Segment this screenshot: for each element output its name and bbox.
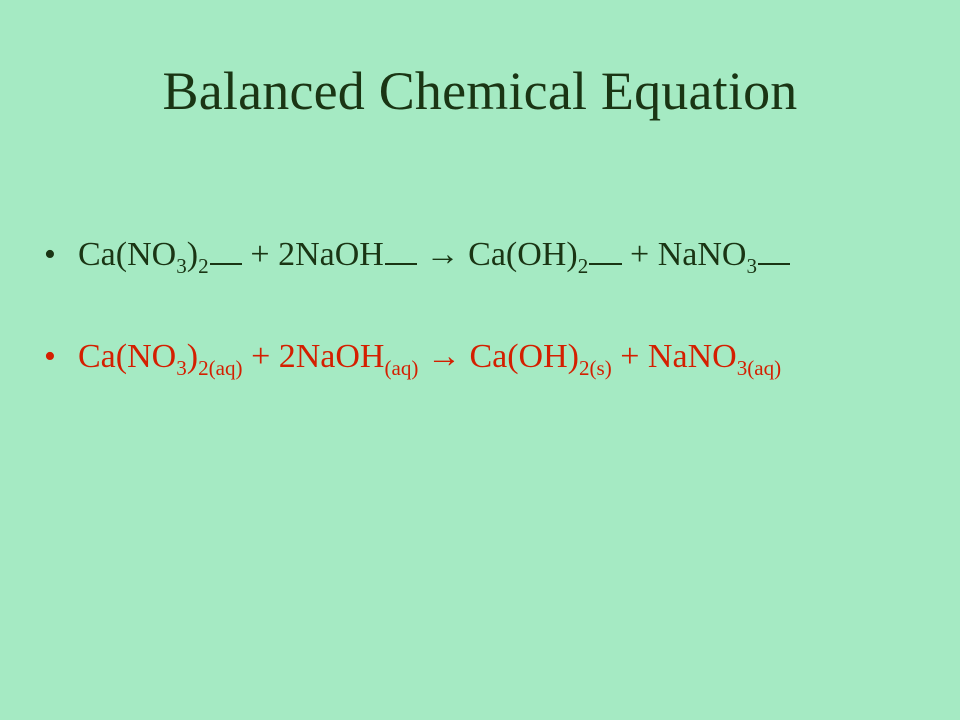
equation-1: Ca(NO3)2 + 2NaOH → Ca(OH)2 + NaNO3: [78, 236, 790, 273]
arrow-icon: →: [426, 236, 460, 273]
equation-2: Ca(NO3)2(aq) + 2NaOH(aq) → Ca(OH)2(s) + …: [78, 338, 781, 375]
eq1-seg: Ca(NO: [78, 236, 176, 273]
eq2-seg: [418, 338, 427, 375]
eq2-sub: (aq): [385, 356, 419, 380]
slide: Balanced Chemical Equation Ca(NO3)2 + 2N…: [0, 0, 960, 720]
eq1-seg: [417, 236, 426, 273]
eq1-seg: + NaNO: [622, 236, 747, 273]
eq1-seg: Ca(OH): [460, 236, 578, 273]
equation-line-1: Ca(NO3)2 + 2NaOH → Ca(OH)2 + NaNO3: [40, 232, 930, 278]
eq2-sub: 3: [176, 356, 187, 380]
eq1-sub: 3: [746, 254, 757, 278]
eq2-seg: ): [187, 338, 198, 375]
equation-line-2: Ca(NO3)2(aq) + 2NaOH(aq) → Ca(OH)2(s) + …: [40, 334, 930, 380]
blank-coef: [758, 244, 790, 265]
arrow-icon: →: [427, 338, 461, 375]
eq1-sub: 3: [176, 254, 187, 278]
eq1-seg: ): [187, 236, 198, 273]
blank-coef: [385, 244, 417, 265]
eq2-seg: + NaNO: [612, 338, 737, 375]
eq1-seg: + 2NaOH: [242, 236, 384, 273]
bullet-list: Ca(NO3)2 + 2NaOH → Ca(OH)2 + NaNO3 Ca(NO…: [40, 232, 930, 380]
eq1-sub: 2: [578, 254, 589, 278]
eq2-sub: 2(aq): [198, 356, 242, 380]
eq2-seg: Ca(OH): [461, 338, 579, 375]
eq2-seg: + 2NaOH: [243, 338, 385, 375]
eq2-seg: Ca(NO: [78, 338, 176, 375]
eq1-sub: 2: [198, 254, 209, 278]
blank-coef: [589, 244, 621, 265]
eq2-sub: 2(s): [579, 356, 612, 380]
eq2-sub: 3(aq): [737, 356, 781, 380]
blank-coef: [210, 244, 242, 265]
slide-title: Balanced Chemical Equation: [30, 60, 930, 122]
